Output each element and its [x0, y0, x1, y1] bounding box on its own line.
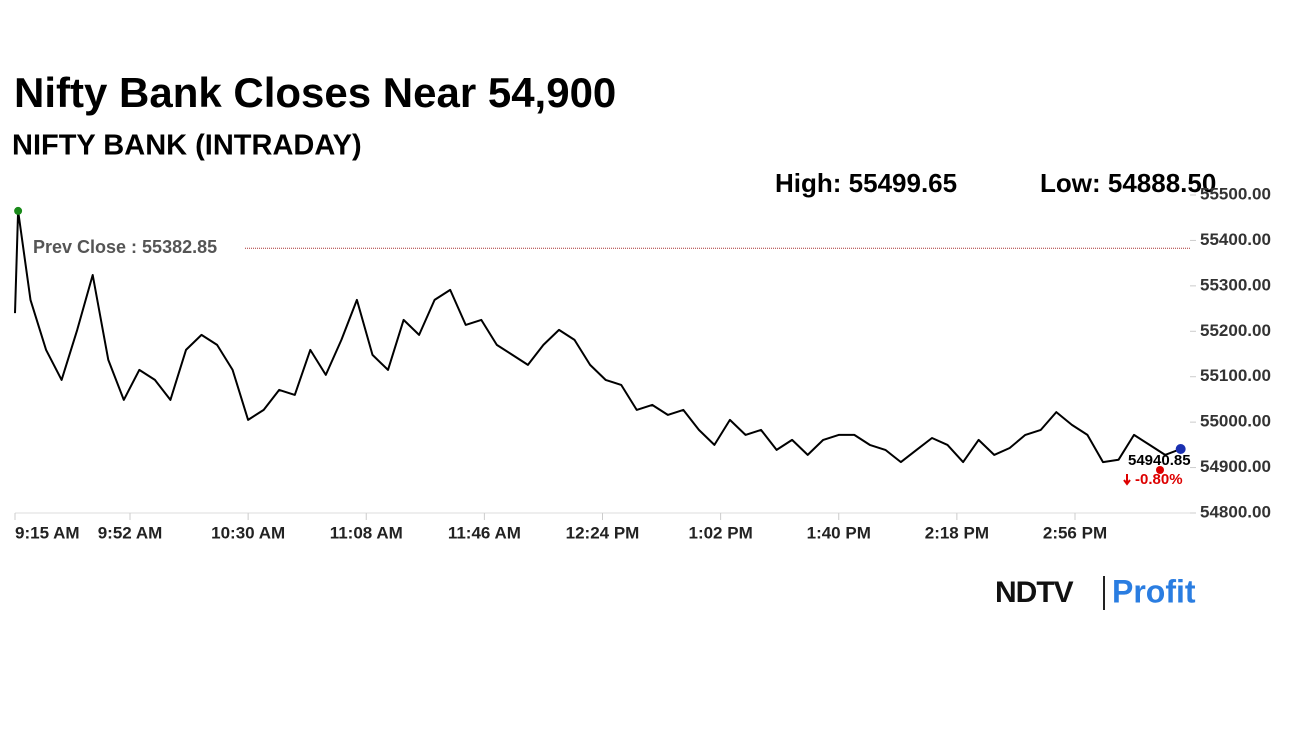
x-tick-label: 1:40 PM: [807, 523, 871, 542]
x-tick-label: 12:24 PM: [566, 523, 640, 542]
high-label: High: 55499.65: [775, 168, 957, 198]
brand-name: NDTV: [995, 576, 1074, 609]
y-tick-label: 55000.00: [1200, 412, 1271, 431]
change-dot: [1156, 466, 1164, 474]
low-label: Low: 54888.50: [1040, 168, 1216, 198]
y-tick-label: 55400.00: [1200, 230, 1271, 249]
x-tick-label: 1:02 PM: [688, 523, 752, 542]
chart-subtitle: NIFTY BANK (INTRADAY): [12, 130, 362, 162]
y-tick-label: 55500.00: [1200, 184, 1271, 203]
x-tick-label: 11:08 AM: [330, 523, 403, 542]
down-arrow: [1123, 474, 1131, 486]
y-tick-label: 55300.00: [1200, 275, 1271, 294]
brand-product: Profit: [1112, 573, 1196, 609]
y-tick-label: 55100.00: [1200, 366, 1271, 385]
x-tick-label: 2:56 PM: [1043, 523, 1107, 542]
chart-title: Nifty Bank Closes Near 54,900: [14, 69, 616, 116]
x-tick-label: 2:18 PM: [925, 523, 989, 542]
high-dot: [14, 206, 23, 215]
x-tick-label: 10:30 AM: [211, 523, 285, 542]
price-line: [14, 209, 1182, 464]
close-label: 54940.85: [1128, 452, 1191, 469]
change-label: -0.80%: [1135, 471, 1183, 488]
x-tick-label: 9:15 AM: [15, 523, 80, 542]
last-dot: [1175, 444, 1186, 455]
x-tick-label: 9:52 AM: [98, 523, 163, 542]
prev-close-label: Prev Close : 55382.85: [33, 237, 217, 257]
y-tick-label: 54800.00: [1200, 502, 1271, 521]
y-tick-label: 54900.00: [1200, 457, 1271, 476]
y-tick-label: 55200.00: [1200, 321, 1271, 340]
x-tick-label: 11:46 AM: [448, 523, 521, 542]
